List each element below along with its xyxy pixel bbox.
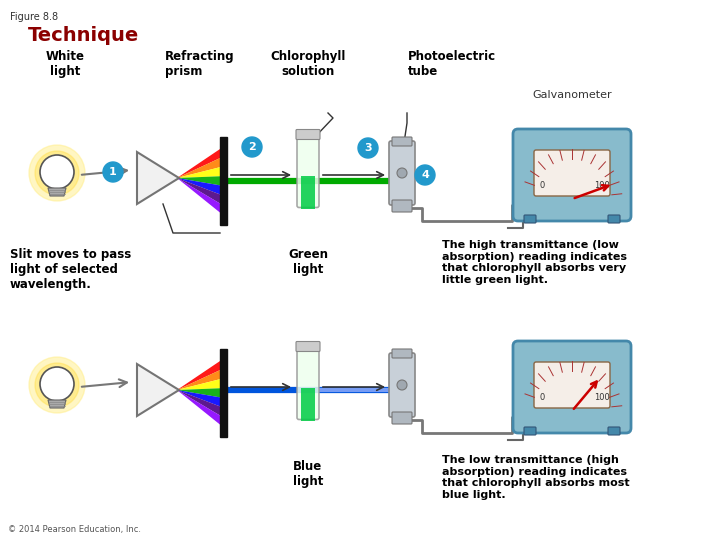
FancyBboxPatch shape <box>392 137 412 146</box>
Circle shape <box>415 165 435 185</box>
Text: The high transmittance (low
absorption) reading indicates
that chlorophyll absor: The high transmittance (low absorption) … <box>442 240 627 285</box>
Bar <box>301 388 315 421</box>
FancyBboxPatch shape <box>392 200 412 212</box>
Text: Refracting
prism: Refracting prism <box>165 50 235 78</box>
Text: Photoelectric
tube: Photoelectric tube <box>408 50 496 78</box>
Text: 100: 100 <box>594 394 610 402</box>
Polygon shape <box>177 178 223 205</box>
Text: Blue
light: Blue light <box>293 460 323 488</box>
Polygon shape <box>177 390 223 417</box>
Circle shape <box>397 168 407 178</box>
Polygon shape <box>177 157 223 178</box>
Text: Galvanometer: Galvanometer <box>532 90 612 100</box>
Polygon shape <box>177 388 223 398</box>
Text: Figure 8.8: Figure 8.8 <box>10 12 58 22</box>
Polygon shape <box>137 152 179 204</box>
Text: Chlorophyll
solution: Chlorophyll solution <box>270 50 346 78</box>
Polygon shape <box>177 390 223 408</box>
FancyBboxPatch shape <box>392 349 412 358</box>
FancyBboxPatch shape <box>513 341 631 433</box>
FancyBboxPatch shape <box>296 341 320 352</box>
Circle shape <box>29 145 85 201</box>
FancyBboxPatch shape <box>296 130 320 139</box>
Text: Green
light: Green light <box>288 248 328 276</box>
Text: Slit moves to pass
light of selected
wavelength.: Slit moves to pass light of selected wav… <box>10 248 131 291</box>
Circle shape <box>103 162 123 182</box>
Bar <box>220 137 227 225</box>
Circle shape <box>35 363 79 407</box>
Circle shape <box>397 380 407 390</box>
Circle shape <box>242 137 262 157</box>
Text: 0: 0 <box>539 181 544 191</box>
Polygon shape <box>48 188 66 196</box>
Circle shape <box>29 357 85 413</box>
Polygon shape <box>177 369 223 390</box>
Circle shape <box>40 367 74 401</box>
Circle shape <box>358 138 378 158</box>
Text: 0: 0 <box>539 394 544 402</box>
Polygon shape <box>48 400 66 408</box>
Text: 4: 4 <box>421 170 429 180</box>
Polygon shape <box>177 147 223 178</box>
FancyBboxPatch shape <box>524 215 536 223</box>
FancyBboxPatch shape <box>534 362 610 408</box>
FancyBboxPatch shape <box>513 129 631 221</box>
Bar <box>301 176 315 208</box>
Text: White
light: White light <box>45 50 84 78</box>
Text: 100: 100 <box>594 181 610 191</box>
FancyBboxPatch shape <box>608 215 620 223</box>
FancyBboxPatch shape <box>534 150 610 196</box>
Polygon shape <box>177 390 223 427</box>
Polygon shape <box>177 178 223 195</box>
FancyBboxPatch shape <box>389 353 415 417</box>
Polygon shape <box>177 359 223 390</box>
Text: The low transmittance (high
absorption) reading indicates
that chlorophyll absor: The low transmittance (high absorption) … <box>442 455 629 500</box>
Polygon shape <box>137 364 179 416</box>
FancyBboxPatch shape <box>392 412 412 424</box>
Polygon shape <box>177 166 223 178</box>
FancyBboxPatch shape <box>297 133 319 207</box>
Circle shape <box>35 151 79 195</box>
Polygon shape <box>177 176 223 186</box>
Circle shape <box>40 155 74 189</box>
Text: Technique: Technique <box>28 26 139 45</box>
FancyBboxPatch shape <box>608 427 620 435</box>
FancyBboxPatch shape <box>389 141 415 205</box>
Text: 2: 2 <box>248 142 256 152</box>
Bar <box>220 349 227 437</box>
FancyBboxPatch shape <box>524 427 536 435</box>
Polygon shape <box>177 379 223 390</box>
Text: © 2014 Pearson Education, Inc.: © 2014 Pearson Education, Inc. <box>8 525 141 534</box>
Text: 1: 1 <box>109 167 117 177</box>
FancyBboxPatch shape <box>297 346 319 420</box>
Polygon shape <box>177 178 223 215</box>
Text: 3: 3 <box>364 143 372 153</box>
